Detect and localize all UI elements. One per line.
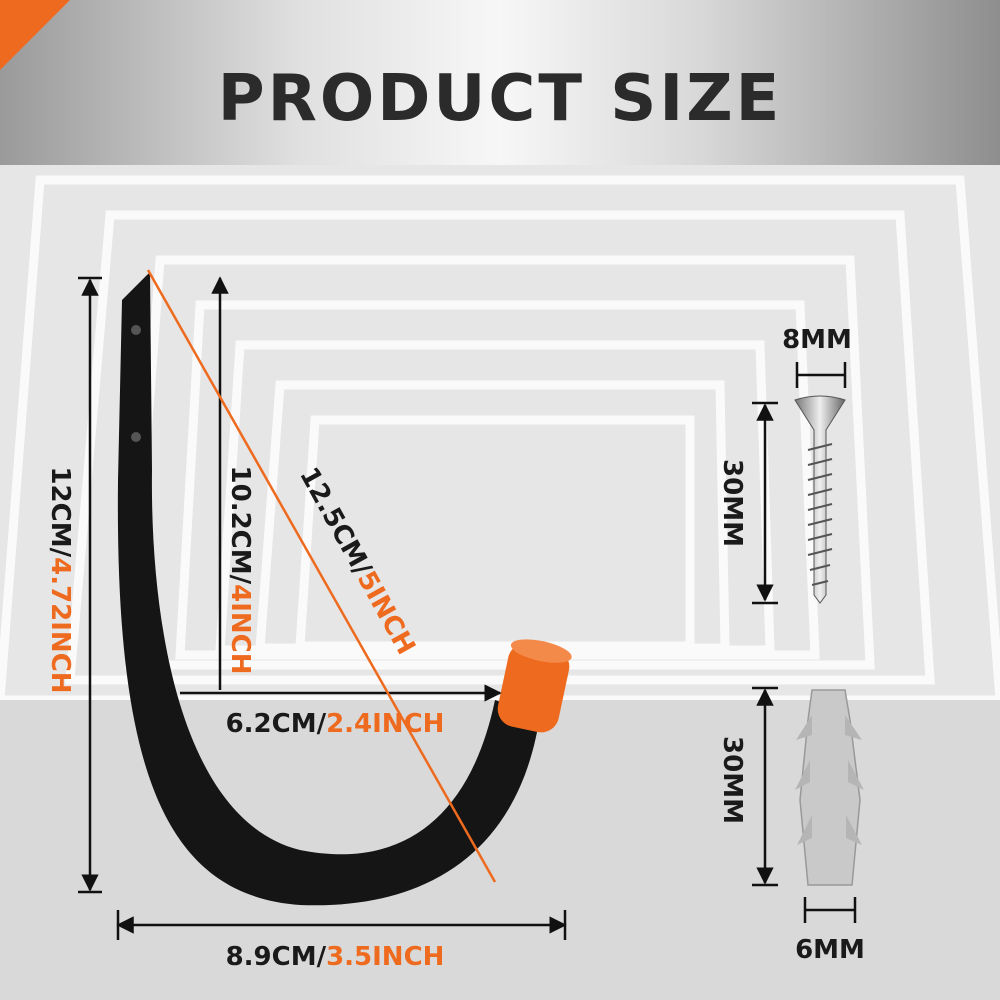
hook-inner-width-label: 6.2CM/2.4INCH: [226, 709, 445, 739]
anchor-diameter-label: 6MM: [795, 935, 865, 965]
diagonal-dimension-line: [146, 269, 497, 883]
screw-diameter-label: 8MM: [782, 325, 852, 355]
anchor-length-label: 30MM: [717, 736, 747, 824]
hook-width-label: 8.9CM/3.5INCH: [226, 942, 445, 972]
hook-image: [117, 272, 572, 906]
header-band: [0, 0, 1000, 165]
dimension-lines: [78, 276, 857, 940]
screw-length-label: 30MM: [717, 459, 747, 547]
hook-inner-height-label: 10.2CM/4INCH: [225, 466, 255, 675]
screw-image: [794, 395, 846, 604]
rubber-cap: [497, 639, 572, 733]
page-title: PRODUCT SIZE: [218, 62, 783, 136]
corner-accent: [0, 0, 70, 70]
hook-height-label: 12CM/4.72INCH: [45, 466, 75, 693]
wall-plug-image: [795, 689, 864, 886]
